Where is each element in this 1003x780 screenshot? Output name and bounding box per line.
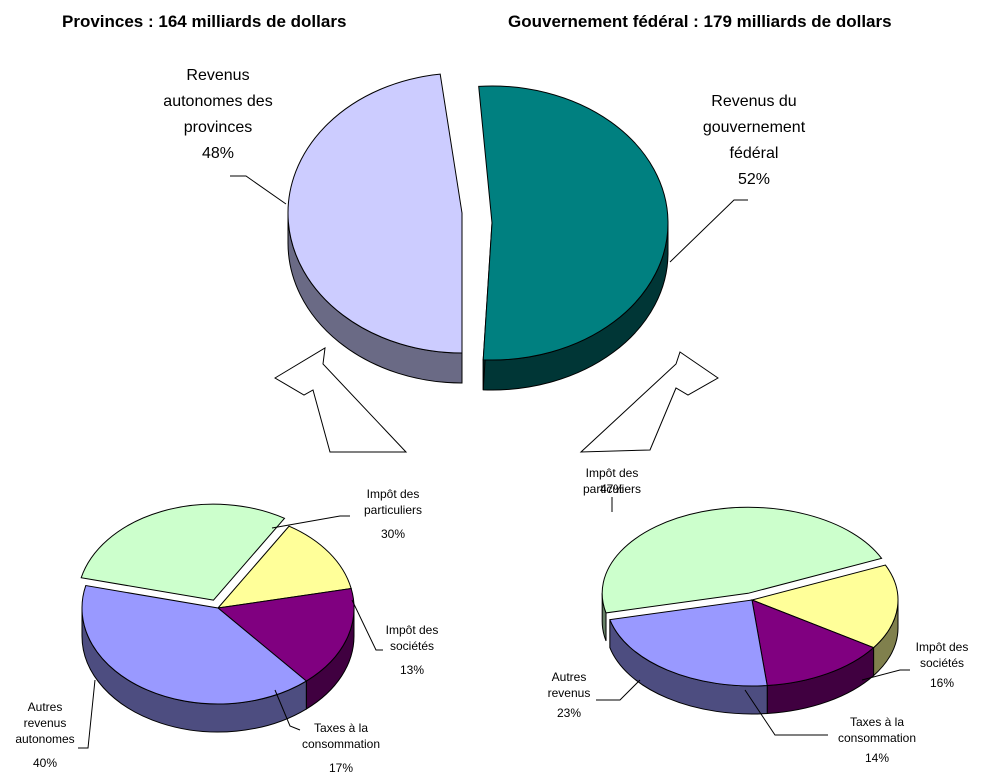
pie-slice <box>216 587 355 682</box>
slice-percent: 14% <box>865 751 889 765</box>
slice-label: particuliers <box>364 503 422 517</box>
leader-line <box>351 599 383 651</box>
arrow-right <box>579 351 719 453</box>
chart-title-federal: Gouvernement fédéral : 179 milliards de … <box>508 12 892 31</box>
pie-slice <box>609 599 768 687</box>
leader-line <box>669 199 748 263</box>
leader-line <box>78 679 96 749</box>
slice-label: Impôt des <box>386 623 439 637</box>
slice-label: particuliers <box>583 482 641 496</box>
leader-line <box>596 679 641 701</box>
pie-slice <box>287 73 463 354</box>
pie-slice <box>80 503 286 601</box>
leader-line <box>744 689 828 736</box>
pie-slice <box>750 564 899 649</box>
pie-slice <box>601 506 883 614</box>
slice-percent: 47% <box>600 482 624 496</box>
slice-label: gouvernement <box>703 119 806 136</box>
chart-title-provinces: Provinces : 164 milliards de dollars <box>62 12 347 31</box>
slice-label: Autres <box>552 670 587 684</box>
slice-label: Taxes à la <box>314 721 368 735</box>
pie-slice <box>81 585 308 705</box>
slice-label: revenus <box>548 686 591 700</box>
pie-slice <box>478 85 669 361</box>
slice-percent: 40% <box>33 756 57 770</box>
slice-label: sociétés <box>920 656 964 670</box>
pie-slice <box>751 599 875 687</box>
slice-label: consommation <box>302 737 380 751</box>
slice-percent: 48% <box>202 145 234 162</box>
pie-slice <box>216 525 352 609</box>
slice-label: autonomes des <box>163 93 272 110</box>
slice-label: fédéral <box>730 145 779 162</box>
slice-label: Impôt des <box>916 640 969 654</box>
leader-line <box>230 175 287 205</box>
slice-percent: 17% <box>329 761 353 775</box>
slice-label: sociétés <box>390 639 434 653</box>
slice-percent: 13% <box>400 663 424 677</box>
slice-label: consommation <box>838 731 916 745</box>
slice-label: Taxes à la <box>850 715 904 729</box>
slice-label: Autres <box>28 700 63 714</box>
slice-label: Impôt des <box>586 466 639 480</box>
leader-line <box>271 515 350 529</box>
slice-label: Impôt des <box>367 487 420 501</box>
slice-label: revenus <box>24 716 67 730</box>
slice-percent: 30% <box>381 527 405 541</box>
slice-label: Revenus <box>186 67 249 84</box>
slice-label: autonomes <box>15 732 74 746</box>
slice-label: provinces <box>184 119 252 136</box>
leader-line <box>861 669 910 681</box>
slice-percent: 23% <box>557 706 581 720</box>
slice-percent: 52% <box>738 171 770 188</box>
slice-percent: 16% <box>930 676 954 690</box>
leader-line <box>274 689 301 731</box>
arrow-left <box>274 347 408 453</box>
slice-label: Revenus du <box>711 93 796 110</box>
